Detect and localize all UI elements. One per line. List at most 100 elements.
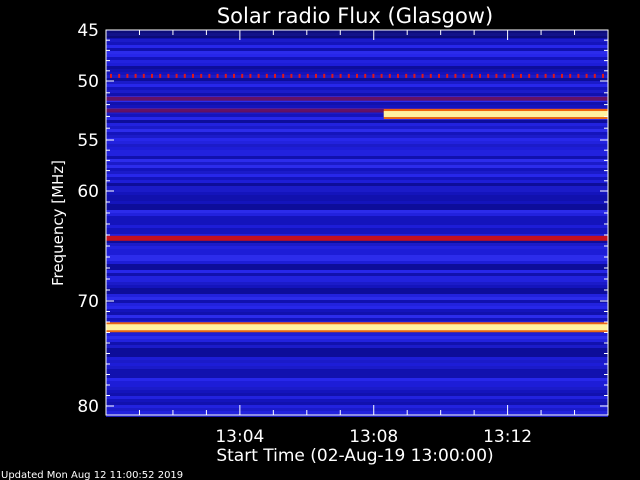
- pulse-mark: [331, 73, 334, 78]
- pulse-mark: [462, 73, 465, 78]
- pulse-mark: [528, 73, 531, 78]
- noise-streak: [106, 57, 608, 60]
- noise-streak: [106, 294, 608, 297]
- noise-streak: [106, 312, 608, 315]
- pulse-mark: [323, 73, 326, 78]
- noise-streak: [106, 39, 608, 42]
- pulse-mark: [265, 73, 268, 78]
- noise-streak: [106, 126, 608, 129]
- noise-streak: [106, 219, 608, 222]
- spectrogram-bands: [106, 30, 608, 417]
- noise-streak: [106, 225, 608, 228]
- pulse-mark: [356, 73, 358, 78]
- pulse-mark: [364, 73, 367, 78]
- edge-shade-top: [106, 30, 608, 38]
- noise-streak: [106, 183, 608, 186]
- noise-streak: [106, 159, 608, 162]
- pulse-mark: [134, 73, 137, 78]
- noise-streak: [106, 303, 608, 306]
- noise-streak: [106, 63, 608, 66]
- pulse-mark: [175, 73, 178, 78]
- noise-streak: [106, 354, 608, 357]
- noise-streak: [106, 150, 608, 153]
- noise-streak: [106, 393, 608, 396]
- noise-streak: [106, 114, 608, 117]
- pulse-mark: [290, 73, 293, 78]
- noise-streak: [106, 405, 608, 408]
- pulse-mark: [306, 73, 309, 78]
- noise-streak: [106, 291, 608, 294]
- pulse-mark: [503, 73, 506, 78]
- noise-streak: [106, 249, 608, 252]
- pulse-mark: [487, 73, 490, 78]
- x-tick-label: 13:12: [483, 427, 532, 447]
- pulse-mark: [470, 73, 473, 78]
- noise-streak: [106, 69, 608, 72]
- pulse-mark: [233, 73, 235, 78]
- noise-streak: [106, 120, 608, 123]
- noise-streak: [106, 279, 608, 282]
- noise-streak: [106, 264, 608, 267]
- noise-streak: [106, 135, 608, 138]
- intermittent-pulses: [110, 73, 604, 78]
- pulse-mark: [544, 73, 547, 78]
- noise-streak: [106, 48, 608, 51]
- noise-streak: [106, 132, 608, 135]
- noise-streak: [106, 201, 608, 204]
- pulse-mark: [421, 73, 424, 78]
- pulse-mark: [569, 73, 572, 78]
- noise-streak: [106, 42, 608, 45]
- pulse-mark: [413, 73, 416, 78]
- band-bright-yellow: [383, 111, 608, 118]
- noise-streak: [106, 309, 608, 312]
- noise-streak: [106, 390, 608, 393]
- y-tick-label: 80: [77, 397, 99, 417]
- band-red: [106, 235, 608, 241]
- band-dark-red: [106, 108, 608, 113]
- noise-streak: [106, 60, 608, 63]
- noise-streak: [106, 276, 608, 279]
- noise-streak: [106, 243, 608, 246]
- pulse-mark: [282, 73, 285, 78]
- noise-streak: [106, 261, 608, 264]
- noise-streak: [106, 81, 608, 84]
- y-axis-label: Frequency [MHz]: [49, 160, 67, 286]
- pulse-mark: [446, 73, 449, 78]
- noise-streak: [106, 282, 608, 285]
- pulse-mark: [593, 73, 596, 78]
- noise-streak: [106, 147, 608, 150]
- pulse-mark: [520, 73, 522, 78]
- pulse-mark: [249, 73, 252, 78]
- pulse-mark: [479, 73, 481, 78]
- noise-streak: [106, 300, 608, 303]
- noise-streak: [106, 123, 608, 126]
- y-tick-label: 60: [77, 182, 99, 202]
- noise-streak: [106, 138, 608, 141]
- pulse-mark: [397, 73, 399, 78]
- pulse-mark: [224, 73, 227, 78]
- noise-streak: [106, 360, 608, 363]
- pulse-mark: [151, 73, 153, 78]
- pulse-mark: [257, 73, 260, 78]
- noise-streak: [106, 144, 608, 147]
- pulse-mark: [602, 73, 604, 78]
- noise-streak: [106, 345, 608, 348]
- noise-streak: [106, 84, 608, 87]
- pulse-mark: [339, 73, 342, 78]
- noise-streak: [106, 216, 608, 219]
- noise-streak: [106, 162, 608, 165]
- pulse-mark: [315, 73, 317, 78]
- noise-streak: [106, 351, 608, 354]
- noise-streak: [106, 117, 608, 120]
- noise-streak: [106, 186, 608, 189]
- pulse-mark: [511, 73, 514, 78]
- pulse-mark: [347, 73, 350, 78]
- pulse-mark: [536, 73, 539, 78]
- noise-streak: [106, 198, 608, 201]
- noise-streak: [106, 87, 608, 90]
- pulse-mark: [405, 73, 408, 78]
- noise-streak: [106, 315, 608, 318]
- pulse-mark: [159, 73, 162, 78]
- noise-streak: [106, 411, 608, 414]
- noise-streak: [106, 366, 608, 369]
